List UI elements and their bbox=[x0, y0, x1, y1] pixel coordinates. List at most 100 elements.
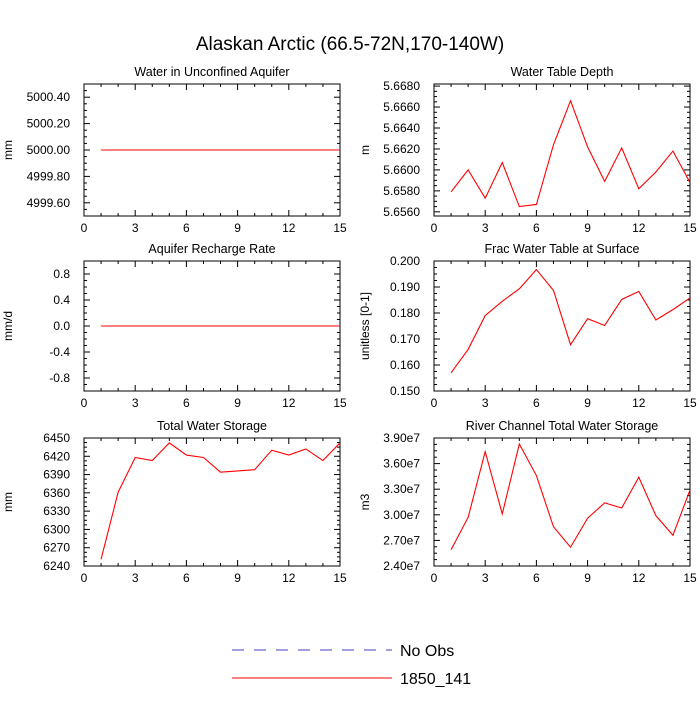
x-tick-label: 12 bbox=[282, 221, 296, 235]
y-tick-label: 2.40e7 bbox=[383, 559, 420, 573]
y-tick-label: 3.60e7 bbox=[383, 457, 420, 471]
y-tick-label: 6450 bbox=[43, 431, 70, 445]
y-tick-label: 5.6680 bbox=[383, 79, 420, 93]
x-tick-label: 0 bbox=[431, 396, 438, 410]
x-tick-label: 15 bbox=[333, 396, 347, 410]
x-tick-label: 3 bbox=[132, 396, 139, 410]
x-tick-label: 6 bbox=[533, 396, 540, 410]
series-line-1850_141 bbox=[450, 442, 691, 551]
chart-panel-6: River Channel Total Water Storage m3 0 3 6 9 1… bbox=[358, 419, 697, 585]
chart-panel-1: Water in Unconfined Aquifer mm 0 3 6 9 12 15 499… bbox=[1, 65, 347, 235]
x-tick-label: 15 bbox=[333, 571, 347, 585]
x-tick-label: 6 bbox=[533, 571, 540, 585]
x-tick-label: 9 bbox=[584, 571, 591, 585]
x-tick-label: 0 bbox=[81, 571, 88, 585]
y-tick-label: 6420 bbox=[43, 449, 70, 463]
y-tick-label: 6270 bbox=[43, 541, 70, 555]
chart-panel-3: Aquifer Recharge Rate mm/d 0 3 6 9 12 15 -0.8 -0.… bbox=[1, 242, 347, 410]
x-tick-label: 12 bbox=[282, 396, 296, 410]
y-tick-label: -0.8 bbox=[49, 371, 70, 385]
x-tick-label: 15 bbox=[683, 571, 697, 585]
series-line-1850_141 bbox=[450, 268, 691, 374]
y-tick-label: 6300 bbox=[43, 522, 70, 536]
y-tick-label: 3.30e7 bbox=[383, 482, 420, 496]
x-tick-label: 15 bbox=[683, 221, 697, 235]
y-tick-label: 4999.80 bbox=[27, 169, 71, 183]
series-line-1850_141 bbox=[450, 99, 691, 208]
x-tick-label: 12 bbox=[632, 571, 646, 585]
y-axis-label: m bbox=[358, 145, 372, 155]
panel-title: Water Table Depth bbox=[511, 65, 614, 79]
y-tick-label: 3.90e7 bbox=[383, 431, 420, 445]
x-tick-label: 15 bbox=[683, 396, 697, 410]
y-tick-label: 0.160 bbox=[390, 358, 420, 372]
y-tick-label: 6330 bbox=[43, 504, 70, 518]
y-tick-label: 5000.20 bbox=[27, 117, 71, 131]
y-tick-label: 0.190 bbox=[390, 280, 420, 294]
y-tick-label: 4999.60 bbox=[27, 196, 71, 210]
y-tick-label: 5.6600 bbox=[383, 163, 420, 177]
x-tick-label: 6 bbox=[183, 396, 190, 410]
y-tick-label: 3.00e7 bbox=[383, 508, 420, 522]
x-tick-label: 9 bbox=[584, 396, 591, 410]
plot-frame bbox=[433, 83, 691, 217]
x-tick-label: 0 bbox=[431, 571, 438, 585]
y-tick-label: 0.180 bbox=[390, 306, 420, 320]
chart-panel-4: Frac Water Table at Surface unitless [0-1… bbox=[358, 242, 697, 410]
y-tick-label: -0.4 bbox=[49, 345, 70, 359]
y-tick-label: 0.170 bbox=[390, 332, 420, 346]
panel-title: Total Water Storage bbox=[157, 419, 267, 433]
y-tick-label: 5.6560 bbox=[383, 205, 420, 219]
x-tick-label: 9 bbox=[234, 396, 241, 410]
y-tick-label: 5.6580 bbox=[383, 184, 420, 198]
x-tick-label: 12 bbox=[632, 396, 646, 410]
plot-frame bbox=[433, 260, 691, 392]
x-tick-label: 0 bbox=[81, 396, 88, 410]
y-axis-label: mm bbox=[1, 140, 15, 160]
x-tick-label: 3 bbox=[132, 221, 139, 235]
y-tick-label: 2.70e7 bbox=[383, 533, 420, 547]
x-tick-label: 12 bbox=[282, 571, 296, 585]
x-tick-label: 3 bbox=[132, 571, 139, 585]
legend: No Obs 1850_141 bbox=[232, 643, 471, 688]
legend-label: No Obs bbox=[400, 643, 454, 660]
x-tick-label: 9 bbox=[584, 221, 591, 235]
panel-title: Frac Water Table at Surface bbox=[485, 242, 640, 256]
panel-title: Water in Unconfined Aquifer bbox=[134, 65, 289, 79]
x-tick-label: 15 bbox=[333, 221, 347, 235]
x-tick-label: 9 bbox=[234, 571, 241, 585]
x-tick-label: 3 bbox=[482, 396, 489, 410]
plot-frame bbox=[83, 437, 341, 567]
y-tick-label: 5000.40 bbox=[27, 90, 71, 104]
x-tick-label: 12 bbox=[632, 221, 646, 235]
y-tick-label: 0.8 bbox=[53, 267, 70, 281]
panel-title: Aquifer Recharge Rate bbox=[148, 242, 275, 256]
x-tick-label: 6 bbox=[183, 571, 190, 585]
y-axis-label: mm/d bbox=[1, 311, 15, 341]
legend-label: 1850_141 bbox=[400, 671, 471, 688]
x-tick-label: 6 bbox=[183, 221, 190, 235]
y-tick-label: 5.6620 bbox=[383, 142, 420, 156]
y-tick-label: 5000.00 bbox=[27, 143, 71, 157]
y-tick-label: 5.6660 bbox=[383, 100, 420, 114]
y-tick-label: 0.200 bbox=[390, 254, 420, 268]
x-tick-label: 6 bbox=[533, 221, 540, 235]
chart-panel-5: Total Water Storage mm 0 3 6 9 12 15 6240 6270 630… bbox=[1, 419, 347, 585]
y-tick-label: 5.6640 bbox=[383, 121, 420, 135]
figure-title: Alaskan Arctic (66.5-72N,170-140W) bbox=[195, 34, 505, 55]
chart-panel-2: Water Table Depth m 0 3 6 9 12 15 5.6560 5.6580 5.… bbox=[358, 65, 697, 235]
y-tick-label: 0.4 bbox=[53, 293, 70, 307]
y-tick-label: 0.150 bbox=[390, 384, 420, 398]
y-tick-label: 0.0 bbox=[53, 319, 70, 333]
y-tick-label: 6390 bbox=[43, 468, 70, 482]
x-tick-label: 0 bbox=[431, 221, 438, 235]
x-tick-label: 3 bbox=[482, 571, 489, 585]
y-tick-label: 6240 bbox=[43, 559, 70, 573]
y-axis-label: mm bbox=[1, 492, 15, 512]
series-line-1850_141 bbox=[100, 442, 341, 560]
x-tick-label: 9 bbox=[234, 221, 241, 235]
panel-title: River Channel Total Water Storage bbox=[466, 419, 659, 433]
x-tick-label: 3 bbox=[482, 221, 489, 235]
